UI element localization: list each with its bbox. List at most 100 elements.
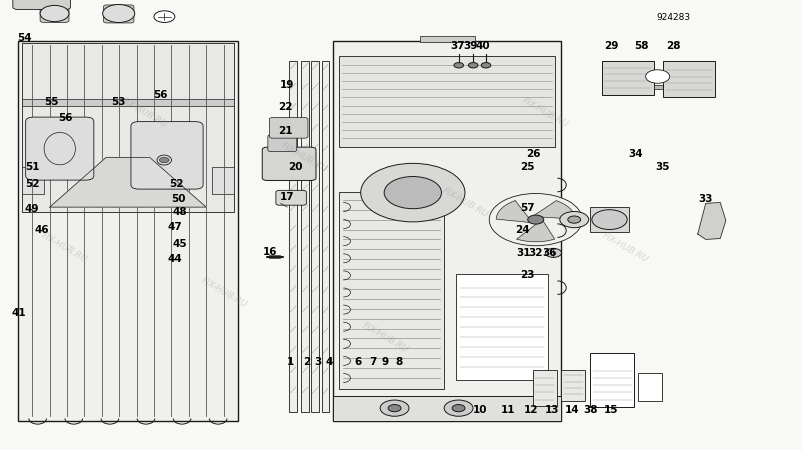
Text: 14: 14 xyxy=(565,405,579,415)
Text: 54: 54 xyxy=(17,33,31,43)
Text: 53: 53 xyxy=(111,97,126,107)
Text: 48: 48 xyxy=(172,207,187,217)
Circle shape xyxy=(592,210,627,230)
Text: 8: 8 xyxy=(395,357,403,367)
Text: FIX-HUB.RU: FIX-HUB.RU xyxy=(601,231,650,264)
Circle shape xyxy=(568,216,581,223)
Text: 41: 41 xyxy=(12,308,26,318)
Text: 16: 16 xyxy=(263,247,277,257)
Text: FIX-HUB.RU: FIX-HUB.RU xyxy=(119,96,169,129)
Text: 21: 21 xyxy=(278,126,293,136)
Text: 57: 57 xyxy=(520,203,535,213)
Circle shape xyxy=(103,4,135,22)
Circle shape xyxy=(40,5,69,22)
Text: 12: 12 xyxy=(524,405,538,415)
Text: 29: 29 xyxy=(604,41,618,51)
Circle shape xyxy=(160,158,169,163)
FancyBboxPatch shape xyxy=(103,5,134,23)
Text: 17: 17 xyxy=(280,192,294,202)
Circle shape xyxy=(489,194,582,246)
Text: 46: 46 xyxy=(34,225,49,235)
Bar xyxy=(301,61,309,412)
Text: 55: 55 xyxy=(44,97,59,107)
Circle shape xyxy=(454,63,464,68)
Bar xyxy=(590,353,634,407)
Text: 2: 2 xyxy=(303,357,311,367)
Circle shape xyxy=(444,400,473,416)
Text: 19: 19 xyxy=(280,81,294,90)
Bar xyxy=(22,99,234,105)
Text: 31: 31 xyxy=(516,248,531,258)
Text: 51: 51 xyxy=(25,162,39,172)
Bar xyxy=(22,43,234,212)
Circle shape xyxy=(528,215,544,224)
Polygon shape xyxy=(698,202,726,239)
FancyBboxPatch shape xyxy=(268,135,297,152)
FancyBboxPatch shape xyxy=(40,4,69,22)
Text: 22: 22 xyxy=(278,102,293,112)
Text: 39: 39 xyxy=(464,41,478,51)
Bar xyxy=(339,192,444,389)
Text: 13: 13 xyxy=(545,405,559,415)
Text: 33: 33 xyxy=(699,194,713,204)
Text: 56: 56 xyxy=(153,90,168,99)
FancyBboxPatch shape xyxy=(262,147,316,180)
Text: 40: 40 xyxy=(476,41,490,51)
Circle shape xyxy=(154,11,175,22)
Text: 47: 47 xyxy=(168,222,182,232)
Bar xyxy=(333,40,561,421)
Text: 25: 25 xyxy=(520,162,535,172)
Text: 4: 4 xyxy=(326,357,334,367)
Bar xyxy=(638,373,662,400)
Circle shape xyxy=(380,400,409,416)
Circle shape xyxy=(361,163,465,222)
Bar xyxy=(663,61,715,97)
Bar xyxy=(212,166,234,194)
Circle shape xyxy=(646,70,670,83)
Circle shape xyxy=(384,176,441,209)
Bar xyxy=(561,370,585,400)
Circle shape xyxy=(545,248,561,257)
Polygon shape xyxy=(533,201,575,219)
FancyBboxPatch shape xyxy=(131,122,203,189)
Bar xyxy=(533,370,557,406)
Text: 24: 24 xyxy=(515,225,529,235)
Bar xyxy=(456,274,548,380)
Circle shape xyxy=(388,405,401,412)
Text: 23: 23 xyxy=(520,270,535,280)
Bar xyxy=(311,61,319,412)
Text: 56: 56 xyxy=(59,113,73,123)
Bar xyxy=(289,61,297,412)
Polygon shape xyxy=(50,158,206,207)
Bar xyxy=(333,396,561,421)
Bar xyxy=(590,207,629,232)
Text: FIX-HUB.RU: FIX-HUB.RU xyxy=(440,186,490,219)
Polygon shape xyxy=(516,220,555,242)
FancyBboxPatch shape xyxy=(276,190,306,205)
Text: 37: 37 xyxy=(450,41,464,51)
Text: 11: 11 xyxy=(500,405,515,415)
FancyBboxPatch shape xyxy=(26,117,94,180)
Text: 10: 10 xyxy=(472,405,487,415)
Circle shape xyxy=(560,212,589,228)
Bar xyxy=(22,166,44,194)
Text: 7: 7 xyxy=(369,357,377,367)
Text: 32: 32 xyxy=(529,248,543,258)
Text: FIX-HUB.RU: FIX-HUB.RU xyxy=(280,141,330,174)
Bar xyxy=(419,36,475,42)
Text: 1: 1 xyxy=(286,357,294,367)
Polygon shape xyxy=(496,201,533,223)
Circle shape xyxy=(468,63,478,68)
Text: 3: 3 xyxy=(314,357,322,367)
Text: 6: 6 xyxy=(354,357,363,367)
Text: 15: 15 xyxy=(604,405,618,415)
Text: FIX-HUB.RU: FIX-HUB.RU xyxy=(200,276,249,309)
Text: 28: 28 xyxy=(666,41,681,51)
Bar xyxy=(18,40,238,421)
Text: 52: 52 xyxy=(169,179,184,189)
Text: 36: 36 xyxy=(542,248,557,258)
Text: FIX-HUB.RU: FIX-HUB.RU xyxy=(360,321,410,354)
Text: 34: 34 xyxy=(629,149,643,159)
FancyBboxPatch shape xyxy=(13,0,71,9)
Circle shape xyxy=(481,63,491,68)
